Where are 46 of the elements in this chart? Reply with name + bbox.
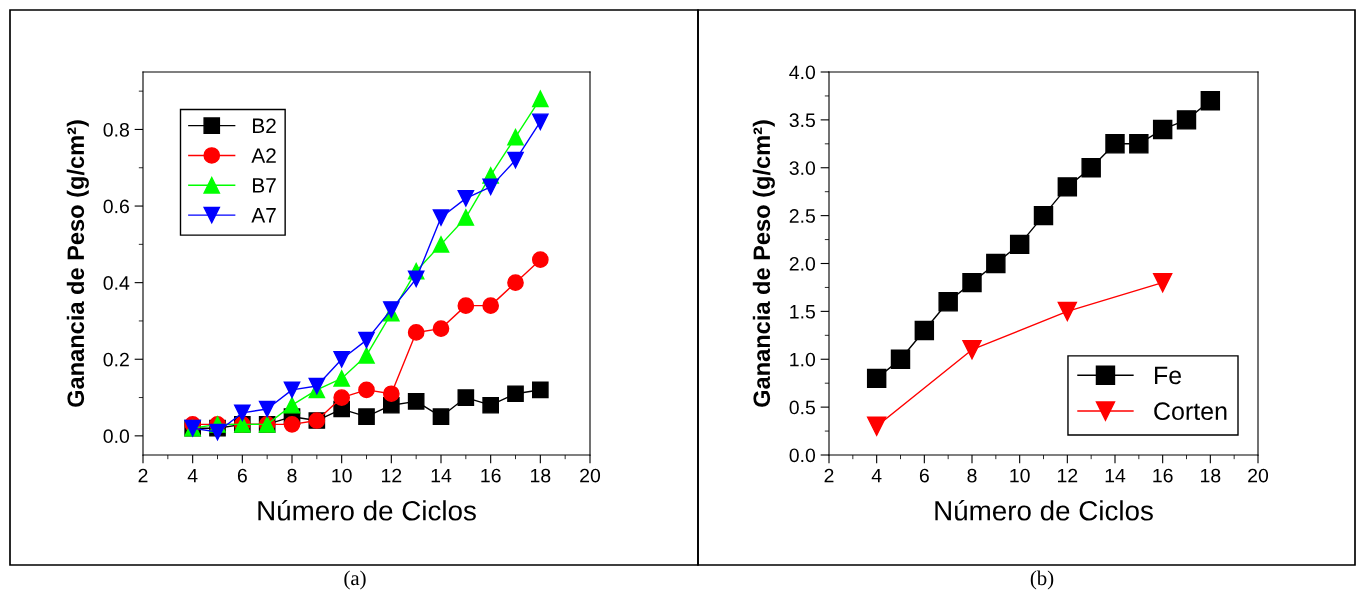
x-tick-label: 6 (919, 468, 929, 483)
y-tick-label: 1.0 (790, 352, 816, 367)
legend-label: Corten (1154, 402, 1227, 421)
y-tick-label: 0.2 (103, 352, 129, 367)
x-tick-label: 8 (967, 468, 977, 483)
x-tick-label: 4 (187, 468, 198, 483)
y-axis-title: Ganancia de Peso (g/cm²) (66, 120, 89, 407)
x-tick-label: 12 (1058, 468, 1078, 483)
y-tick-label: 0.0 (103, 429, 130, 444)
x-tick-label: 14 (1105, 468, 1126, 483)
y-tick-label: 2.5 (789, 209, 815, 223)
y-tick-label: 3.0 (789, 161, 816, 175)
y-tick-label: 2.0 (789, 256, 816, 271)
x-tick-label: 10 (1010, 468, 1030, 483)
x-tick-label: 14 (431, 468, 452, 483)
x-tick-label: 16 (481, 468, 501, 483)
legend-label: Fe (1155, 366, 1182, 385)
y-tick-label: 0.5 (789, 400, 815, 415)
legend-label: B7 (253, 178, 276, 193)
y-tick-label: 0.0 (789, 448, 816, 463)
y-axis-title: Ganancia de Peso (g/cm²) (752, 120, 775, 407)
y-tick-label: 3.5 (789, 113, 815, 128)
y-tick-label: 0.4 (103, 276, 130, 290)
x-tick-label: 2 (824, 468, 834, 483)
x-tick-label: 6 (237, 468, 247, 483)
x-axis-title: Número de Ciclos (935, 499, 1153, 521)
x-tick-label: 8 (287, 468, 297, 483)
legend-label: B2 (253, 118, 276, 133)
x-tick-label: 18 (1201, 468, 1221, 483)
x-tick-label: 16 (1153, 468, 1173, 483)
x-tick-label: 20 (1248, 468, 1269, 483)
x-axis-title: Número de Ciclos (258, 499, 476, 521)
x-tick-label: 20 (580, 468, 601, 483)
y-tick-label: 4.0 (789, 65, 816, 80)
text: (a) (344, 570, 366, 590)
x-tick-label: 2 (138, 468, 148, 483)
legend-label: A7 (251, 208, 276, 223)
text: (b) (1030, 570, 1054, 590)
y-tick-label: 1.5 (790, 305, 815, 319)
x-tick-label: 4 (871, 468, 882, 483)
legend-label: A2 (251, 148, 276, 163)
y-tick-label: 0.6 (103, 199, 129, 214)
x-tick-label: 18 (531, 468, 551, 483)
y-tick-label: 0.8 (103, 122, 129, 137)
x-tick-label: 12 (382, 468, 402, 483)
x-tick-label: 10 (332, 468, 352, 483)
